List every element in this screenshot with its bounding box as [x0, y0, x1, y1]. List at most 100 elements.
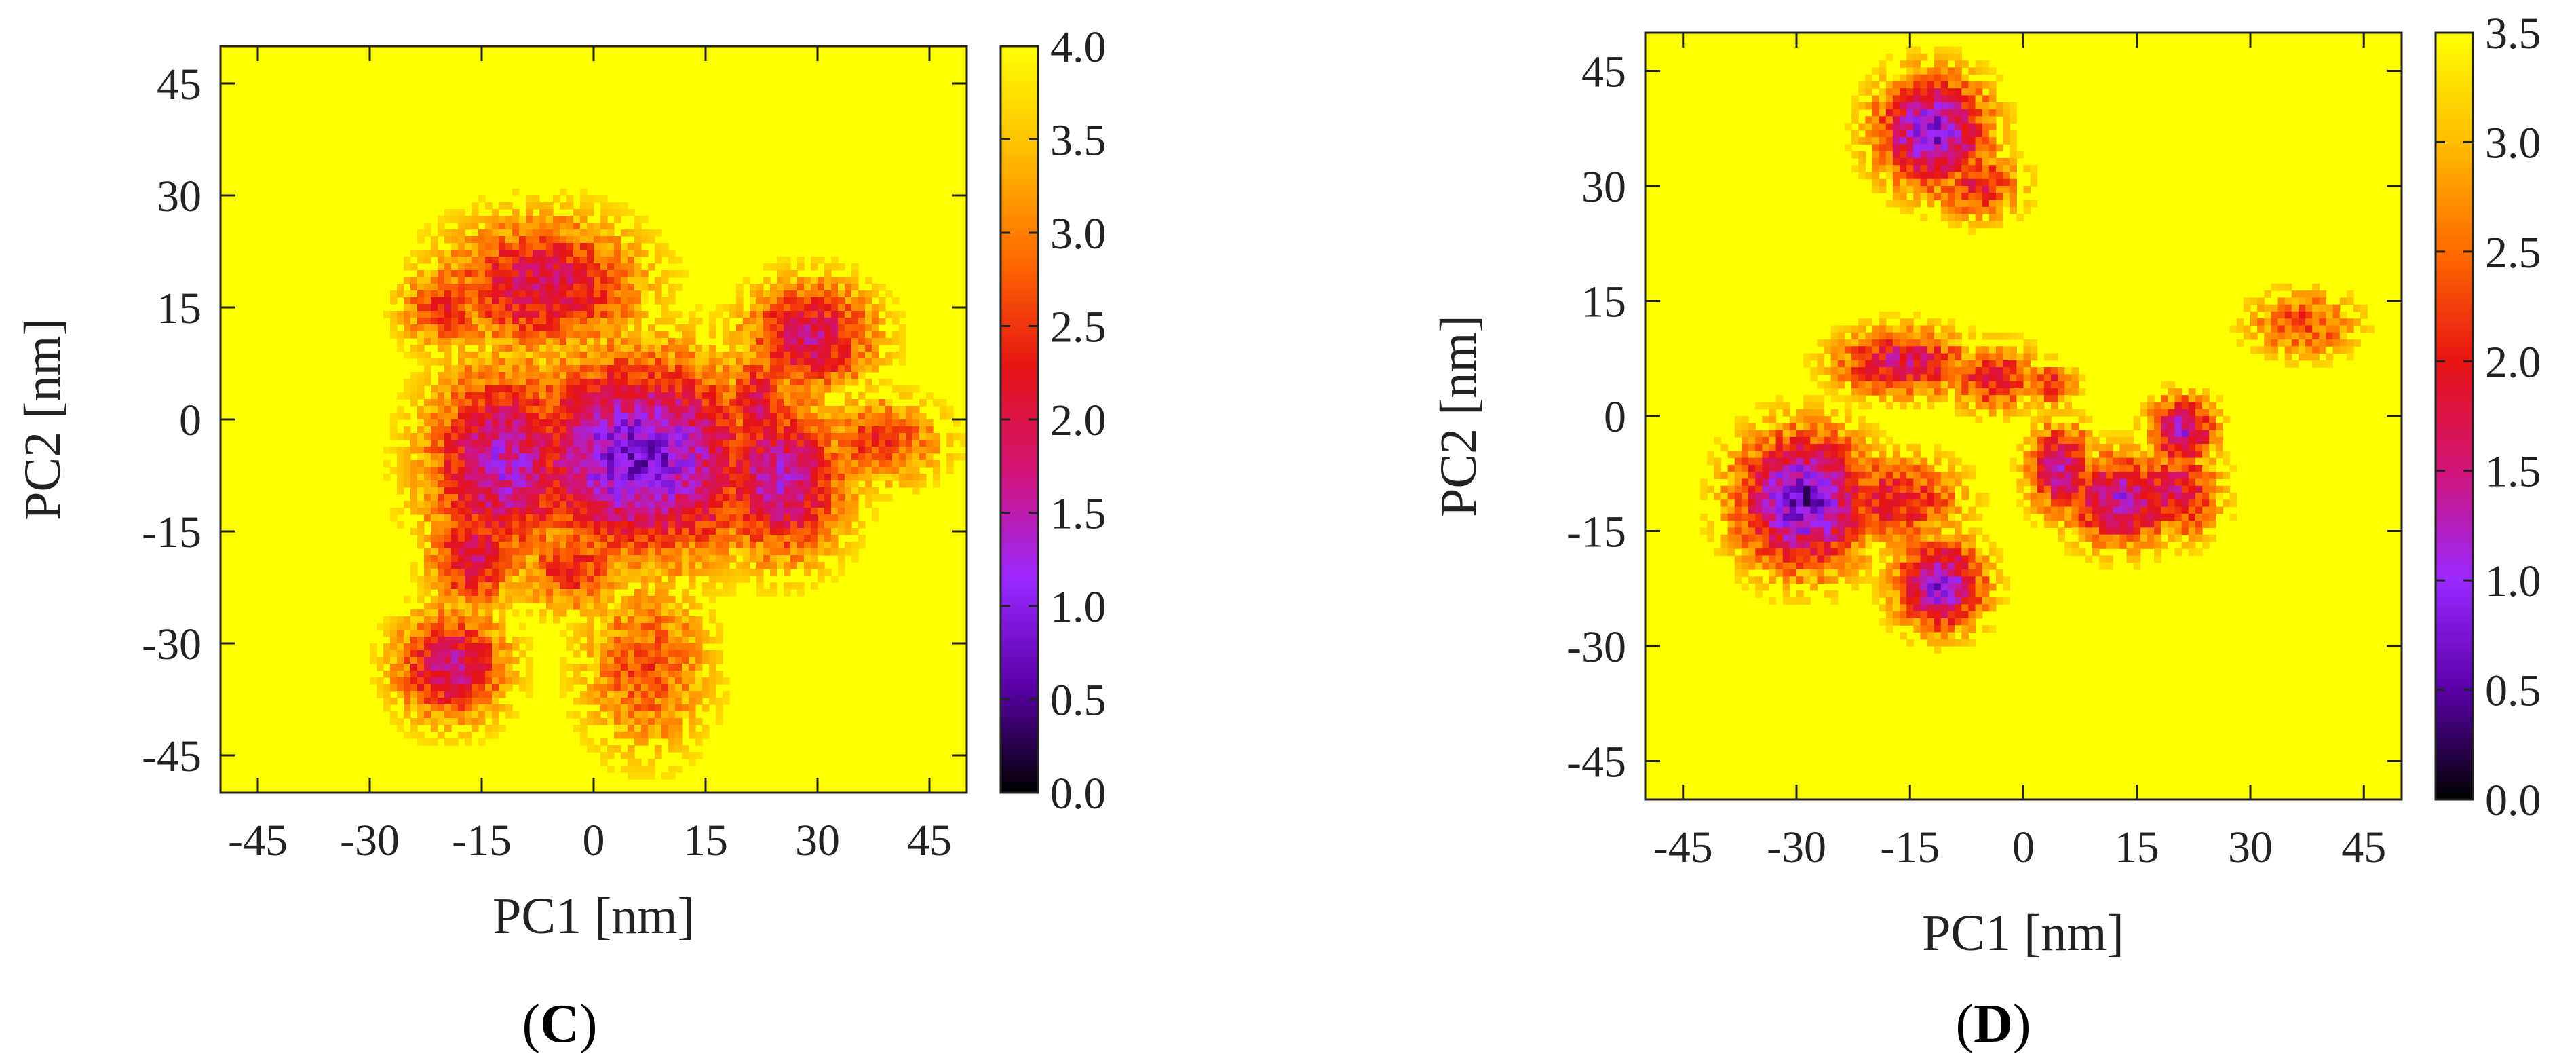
heatmap-cell — [702, 637, 710, 644]
heatmap-cell — [1975, 95, 1983, 103]
heatmap-cell — [804, 562, 811, 569]
heatmap-cell — [438, 664, 445, 671]
heatmap-cell — [763, 372, 771, 379]
heatmap-cell — [892, 447, 900, 454]
heatmap-cell — [478, 542, 486, 549]
heatmap-cell — [709, 494, 716, 502]
heatmap-cell — [838, 467, 845, 474]
heatmap-cell — [1920, 165, 1928, 173]
heatmap-cell — [689, 664, 696, 671]
heatmap-cell — [628, 514, 635, 522]
heatmap-cell — [431, 447, 438, 454]
heatmap-cell — [410, 609, 418, 617]
heatmap-cell — [607, 297, 615, 305]
heatmap-cell — [485, 358, 493, 366]
heatmap-cell — [885, 352, 893, 359]
heatmap-cell — [668, 352, 676, 359]
heatmap-cell — [709, 562, 716, 569]
heatmap-cell — [824, 474, 832, 481]
heatmap-cell — [770, 324, 777, 332]
heatmap-cell — [838, 358, 845, 366]
heatmap-cell — [634, 508, 642, 515]
heatmap-cell — [661, 304, 669, 312]
heatmap-cell — [797, 514, 805, 522]
heatmap-cell — [1913, 116, 1921, 124]
heatmap-cell — [661, 562, 669, 569]
heatmap-cell — [1872, 130, 1880, 138]
heatmap-cell — [478, 406, 486, 413]
heatmap-cell — [628, 365, 635, 373]
heatmap-cell — [763, 318, 771, 325]
heatmap-cell — [906, 419, 913, 427]
heatmap-cell — [784, 345, 791, 352]
heatmap-cell — [444, 311, 452, 318]
heatmap-cell — [695, 453, 703, 461]
heatmap-cell — [485, 596, 493, 603]
heatmap-cell — [818, 433, 825, 440]
heatmap-cell — [390, 650, 398, 658]
heatmap-cell — [505, 528, 513, 535]
heatmap-cell — [438, 603, 445, 610]
heatmap-cell — [424, 508, 431, 515]
heatmap-cell — [1920, 151, 1928, 159]
heatmap-cell — [1885, 144, 1893, 152]
heatmap-cell — [709, 596, 716, 603]
heatmap-cell — [499, 311, 506, 318]
heatmap-cell — [2312, 311, 2320, 319]
heatmap-cell — [390, 664, 398, 671]
heatmap-cell — [1900, 206, 1907, 214]
heatmap-cell — [1934, 178, 1942, 187]
heatmap-cell — [533, 216, 540, 223]
heatmap-cell — [519, 304, 526, 312]
heatmap-cell — [634, 718, 642, 725]
heatmap-cell — [451, 263, 459, 271]
heatmap-cell — [1934, 165, 1942, 173]
heatmap-cell — [485, 548, 493, 556]
heatmap-cell — [438, 358, 445, 366]
heatmap-cell — [492, 263, 499, 271]
heatmap-cell — [560, 216, 567, 223]
heatmap-cell — [519, 440, 526, 447]
heatmap-cell — [1927, 81, 1935, 89]
heatmap-cell — [661, 677, 669, 685]
heatmap-cell — [560, 474, 567, 481]
heatmap-cell — [492, 460, 499, 468]
heatmap-cell — [485, 406, 493, 413]
heatmap-cell — [858, 318, 866, 325]
heatmap-cell — [818, 487, 825, 495]
heatmap-cell — [777, 284, 784, 291]
heatmap-cell — [553, 399, 560, 407]
heatmap-cell — [607, 508, 615, 515]
heatmap-cell — [553, 284, 560, 291]
heatmap-cell — [472, 406, 479, 413]
heatmap-cell — [811, 297, 818, 305]
heatmap-cell — [1955, 172, 1962, 180]
heatmap-cell — [2360, 311, 2368, 319]
heatmap-cell — [770, 311, 777, 318]
heatmap-cell — [546, 338, 554, 345]
heatmap-cell — [879, 433, 886, 440]
heatmap-cell — [750, 555, 757, 563]
heatmap-cell — [587, 501, 594, 508]
heatmap-cell — [804, 508, 811, 515]
heatmap-cell — [811, 480, 818, 488]
heatmap-cell — [505, 664, 513, 671]
heatmap-cell — [614, 352, 621, 359]
heatmap-cell — [750, 413, 757, 420]
heatmap-cell — [811, 284, 818, 291]
heatmap-cell — [512, 358, 520, 366]
heatmap-cell — [587, 419, 594, 427]
heatmap-cell — [404, 277, 411, 284]
heatmap-cell — [478, 290, 486, 298]
heatmap-cell — [478, 576, 486, 583]
heatmap-cell — [472, 704, 479, 712]
heatmap-cell — [763, 480, 771, 488]
heatmap-cell — [695, 379, 703, 386]
heatmap-cell — [912, 460, 920, 468]
heatmap-cell — [580, 385, 588, 393]
heatmap-cell — [899, 460, 906, 468]
heatmap-cell — [2264, 311, 2272, 319]
heatmap-cell — [587, 514, 594, 522]
heatmap-cell — [784, 467, 791, 474]
heatmap-cell — [736, 338, 744, 345]
